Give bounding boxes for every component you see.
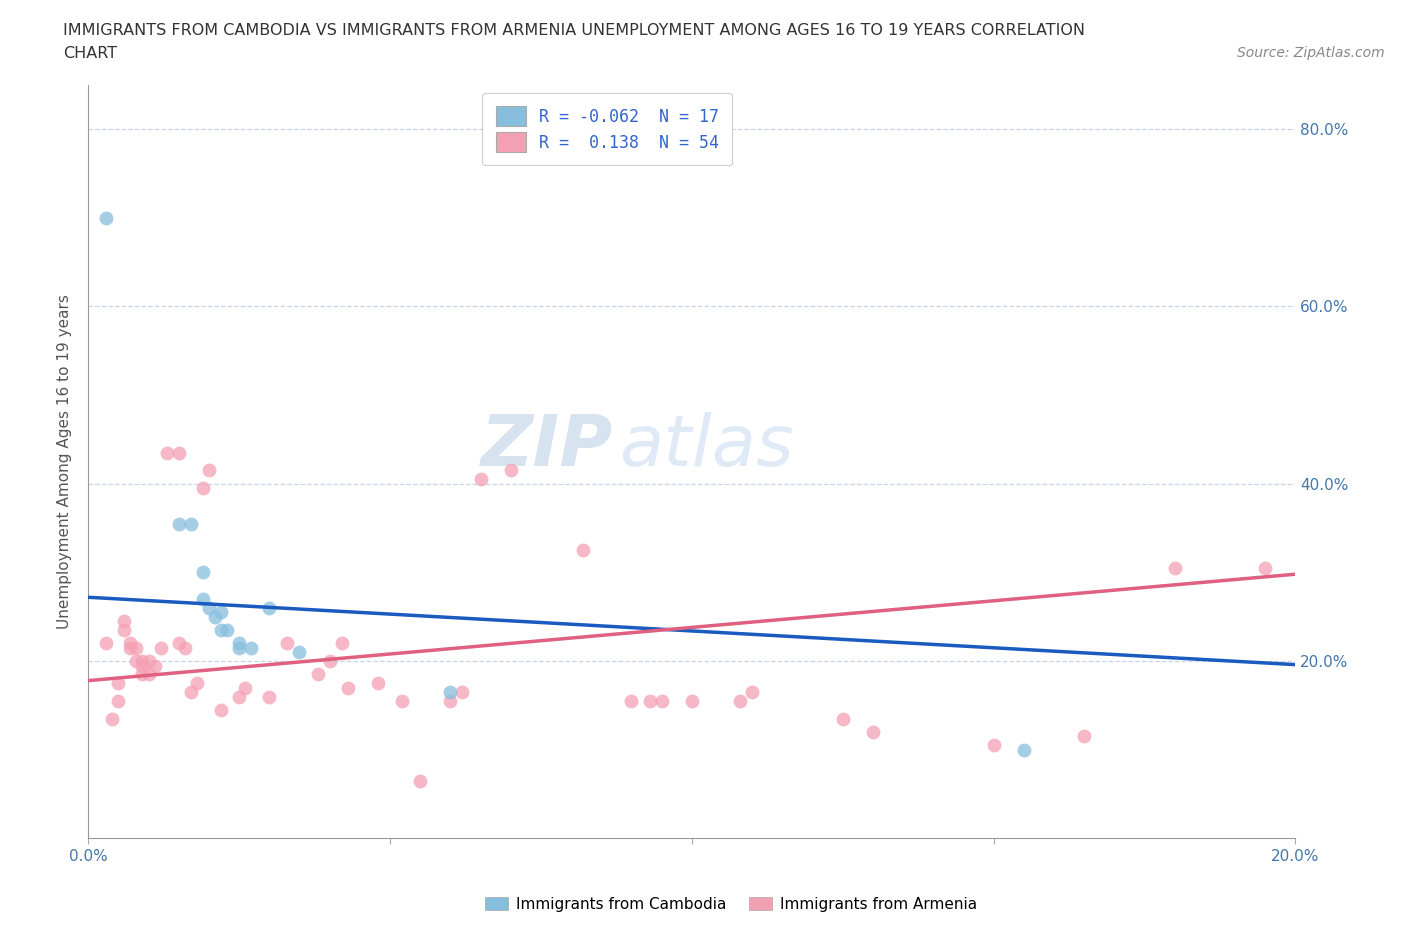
- Point: [451, 684, 474, 699]
- Legend: R = -0.062  N = 17, R =  0.138  N = 54: R = -0.062 N = 17, R = 0.138 N = 54: [482, 93, 733, 165]
- Point: [191, 565, 214, 580]
- Point: [191, 481, 214, 496]
- Point: [149, 641, 172, 656]
- Point: [101, 711, 124, 726]
- Point: [156, 445, 179, 460]
- Point: [209, 622, 232, 637]
- Point: [125, 641, 148, 656]
- Point: [439, 684, 461, 699]
- Point: [409, 774, 432, 789]
- Point: [330, 636, 353, 651]
- Point: [1073, 729, 1095, 744]
- Point: [96, 636, 118, 651]
- Text: CHART: CHART: [63, 46, 117, 61]
- Point: [336, 680, 359, 695]
- Point: [112, 614, 135, 629]
- Point: [728, 694, 751, 709]
- Point: [499, 463, 522, 478]
- Point: [138, 654, 160, 669]
- Point: [1012, 742, 1035, 757]
- Point: [288, 644, 311, 659]
- Point: [470, 472, 492, 486]
- Point: [198, 601, 221, 616]
- Point: [651, 694, 673, 709]
- Point: [276, 636, 298, 651]
- Point: [107, 676, 129, 691]
- Point: [741, 684, 763, 699]
- Point: [439, 694, 461, 709]
- Point: [638, 694, 661, 709]
- Point: [307, 667, 329, 682]
- Legend: Immigrants from Cambodia, Immigrants from Armenia: Immigrants from Cambodia, Immigrants fro…: [479, 890, 983, 918]
- Point: [96, 210, 118, 225]
- Point: [198, 463, 221, 478]
- Point: [862, 724, 884, 739]
- Point: [681, 694, 703, 709]
- Point: [620, 694, 643, 709]
- Point: [240, 641, 263, 656]
- Point: [233, 680, 256, 695]
- Point: [131, 654, 153, 669]
- Point: [209, 604, 232, 619]
- Point: [191, 591, 214, 606]
- Point: [112, 622, 135, 637]
- Point: [228, 636, 250, 651]
- Text: IMMIGRANTS FROM CAMBODIA VS IMMIGRANTS FROM ARMENIA UNEMPLOYMENT AMONG AGES 16 T: IMMIGRANTS FROM CAMBODIA VS IMMIGRANTS F…: [63, 23, 1085, 38]
- Point: [257, 601, 280, 616]
- Point: [167, 445, 190, 460]
- Point: [131, 658, 153, 673]
- Point: [367, 676, 389, 691]
- Point: [107, 694, 129, 709]
- Point: [983, 737, 1005, 752]
- Point: [1254, 561, 1277, 576]
- Point: [167, 516, 190, 531]
- Point: [120, 641, 142, 656]
- Point: [391, 694, 413, 709]
- Point: [186, 676, 208, 691]
- Point: [173, 641, 195, 656]
- Point: [167, 636, 190, 651]
- Point: [180, 516, 202, 531]
- Y-axis label: Unemployment Among Ages 16 to 19 years: Unemployment Among Ages 16 to 19 years: [58, 294, 72, 629]
- Point: [318, 654, 340, 669]
- Point: [215, 622, 238, 637]
- Point: [204, 609, 226, 624]
- Point: [257, 689, 280, 704]
- Point: [831, 711, 853, 726]
- Point: [228, 689, 250, 704]
- Point: [1164, 561, 1187, 576]
- Point: [131, 667, 153, 682]
- Point: [143, 658, 166, 673]
- Point: [228, 641, 250, 656]
- Point: [209, 702, 232, 717]
- Point: [125, 654, 148, 669]
- Text: Source: ZipAtlas.com: Source: ZipAtlas.com: [1237, 46, 1385, 60]
- Point: [138, 667, 160, 682]
- Text: ZIP: ZIP: [481, 412, 613, 481]
- Point: [120, 636, 142, 651]
- Point: [572, 543, 595, 558]
- Point: [180, 684, 202, 699]
- Text: atlas: atlas: [620, 412, 794, 481]
